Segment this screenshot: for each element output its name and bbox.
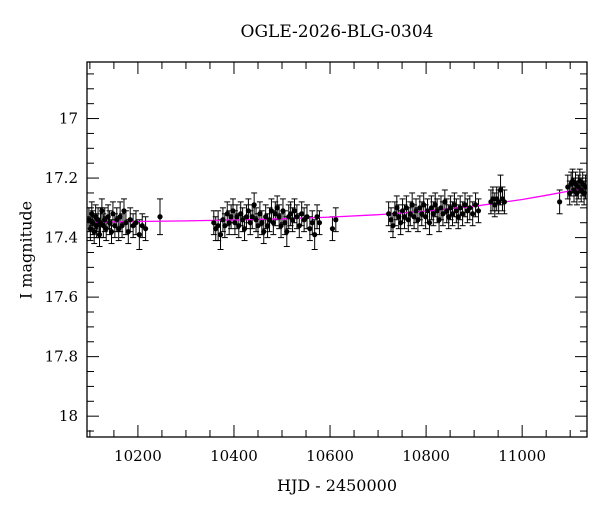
x-tick-label: 10400 bbox=[210, 447, 258, 465]
x-tick-label: 10800 bbox=[402, 447, 450, 465]
x-tick-label: 10600 bbox=[306, 447, 354, 465]
plot-frame bbox=[86, 61, 588, 438]
error-bars bbox=[87, 168, 587, 250]
y-tick-label: 17.4 bbox=[45, 229, 78, 247]
y-tick-label: 17.2 bbox=[45, 169, 78, 187]
axis-ticks bbox=[87, 62, 587, 437]
x-axis-label: HJD - 2450000 bbox=[276, 476, 398, 495]
axis-tick-labels: 10200 10400 10600 10800 11000 17 17.2 17.4 17.6 1… bbox=[45, 110, 546, 465]
y-tick-label: 17.8 bbox=[45, 348, 78, 366]
x-tick-label: 10200 bbox=[114, 447, 162, 465]
chart-title: OGLE-2026-BLG-0304 bbox=[240, 22, 434, 42]
y-tick-label: 17.6 bbox=[45, 288, 78, 306]
y-tick-label: 18 bbox=[59, 407, 78, 425]
model-curve bbox=[87, 186, 587, 223]
data-points bbox=[87, 178, 587, 238]
x-tick-label: 11000 bbox=[498, 447, 546, 465]
y-tick-label: 17 bbox=[59, 110, 78, 128]
